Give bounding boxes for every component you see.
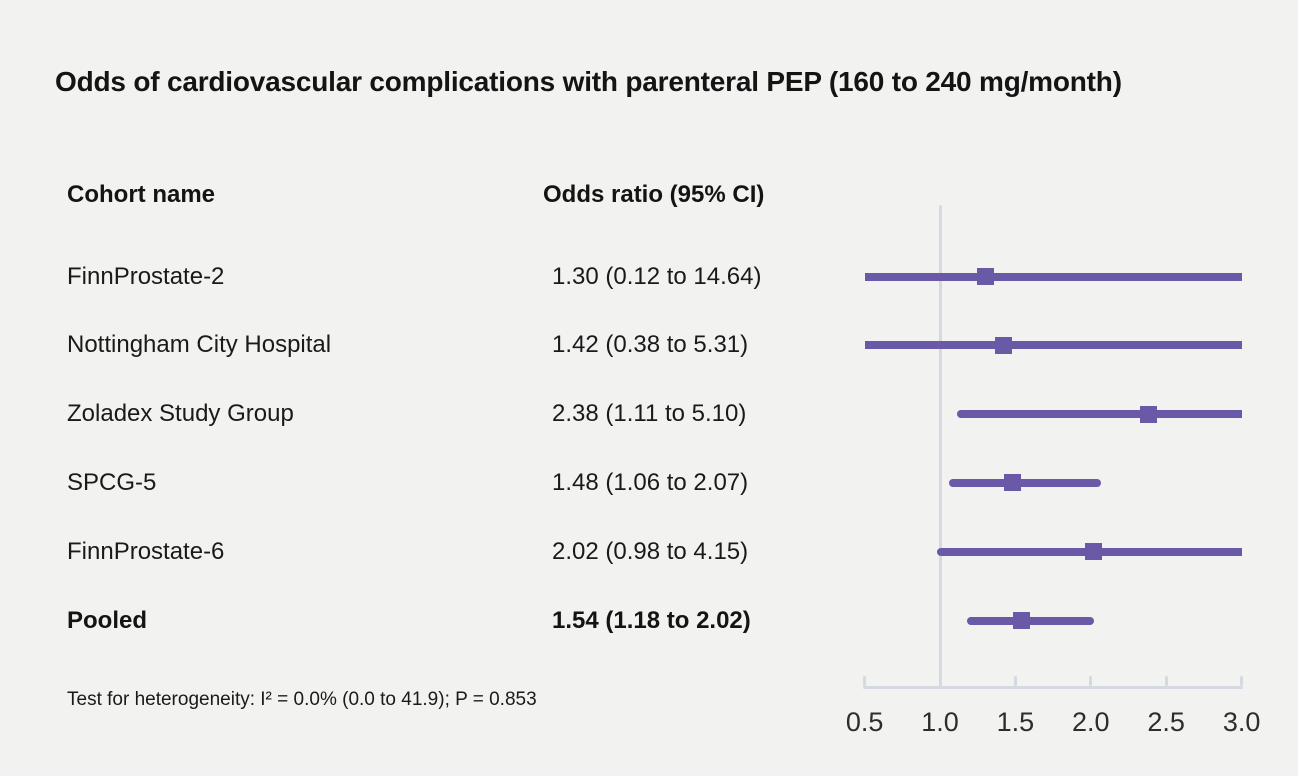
cohort-label: Pooled [67,606,148,634]
ci-line [949,478,1102,487]
or-value: 1.42 (0.38 to 5.31) [552,331,749,359]
chart-title: Odds of cardiovascular complications wit… [55,66,1122,97]
cohort-label: FinnProstate-6 [67,537,225,565]
or-value: 2.38 (1.11 to 5.10) [552,400,747,428]
x-axis-tick [1164,676,1168,686]
ci-line [864,341,1242,350]
or-value: 1.54 (1.18 to 2.02) [552,606,751,634]
x-axis-tick [1013,676,1017,686]
heterogeneity-note: Test for heterogeneity: I² = 0.0% (0.0 t… [67,689,537,710]
x-axis-tick [1089,676,1093,686]
or-marker [1012,612,1030,629]
x-axis-tick-label: 1.0 [921,707,959,737]
ci-line [967,616,1094,625]
or-value: 2.02 (0.98 to 4.15) [552,537,749,565]
ci-line [956,410,1242,419]
cohort-label: SPCG-5 [67,468,157,496]
column-header-cohort: Cohort name [67,181,216,208]
or-value: 1.30 (0.12 to 14.64) [552,262,762,290]
x-axis-tick-label: 3.0 [1222,707,1261,737]
x-axis-line [863,686,1244,689]
or-marker [1003,474,1021,492]
cohort-label: Zoladex Study Group [67,400,294,428]
x-axis-tick-label: 2.0 [1072,707,1110,737]
ci-line [864,272,1242,281]
reference-line [938,205,942,689]
x-axis-tick-label: 0.5 [845,707,884,737]
or-value: 1.48 (1.06 to 2.07) [552,468,749,496]
cohort-label: FinnProstate-2 [67,262,225,290]
column-header-odds-ratio: Odds ratio (95% CI) [543,181,765,208]
x-axis-tick-label: 2.5 [1147,707,1185,737]
cohort-label: Nottingham City Hospital [67,331,332,359]
x-axis-tick-label: 1.5 [996,707,1035,737]
or-marker [976,268,994,285]
or-marker [1085,543,1103,561]
or-marker [1139,405,1157,423]
x-axis-tick [1240,676,1244,686]
or-marker [994,336,1012,354]
x-axis-tick [863,676,867,686]
